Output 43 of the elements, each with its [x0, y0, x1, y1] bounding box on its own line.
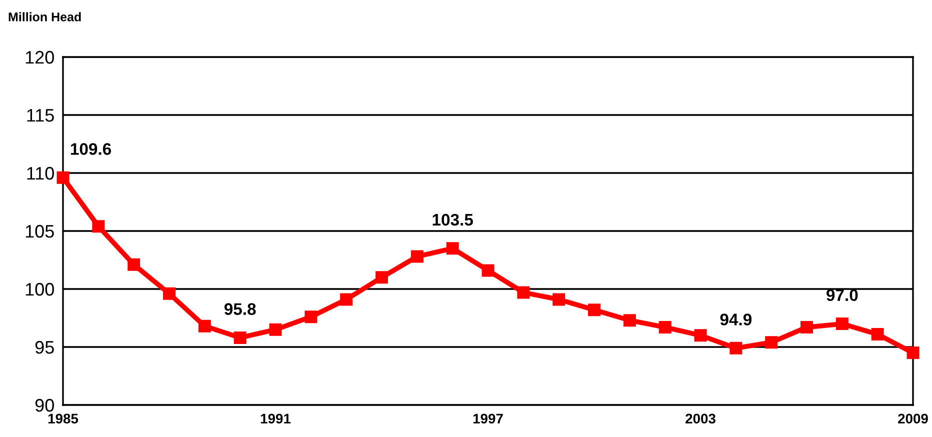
y-tick-label: 95 — [35, 340, 54, 354]
point — [163, 287, 176, 300]
data-label: 103.5 — [432, 214, 473, 226]
point — [588, 304, 600, 316]
point — [56, 171, 70, 184]
point — [623, 314, 636, 327]
point — [800, 321, 813, 334]
point — [198, 320, 211, 332]
data-label: 94.9 — [720, 314, 752, 326]
y-tick-label: 110 — [27, 166, 54, 180]
point — [871, 328, 884, 340]
x-tick-label: 2003 — [686, 414, 716, 424]
point — [906, 346, 920, 360]
y-tick-label: 100 — [26, 282, 54, 296]
point — [269, 323, 282, 336]
point — [517, 286, 530, 299]
x-tick-label: 1985 — [48, 414, 78, 424]
point — [730, 342, 742, 354]
point — [234, 331, 246, 344]
y-tick-label: 105 — [26, 224, 54, 238]
point — [304, 310, 318, 324]
point — [340, 293, 353, 306]
y-tick-label: 115 — [27, 109, 54, 122]
y-tick-label: 120 — [26, 50, 54, 64]
x-tick-label: 1997 — [473, 414, 503, 424]
point — [128, 258, 140, 271]
point — [482, 264, 494, 277]
data-label: 97.0 — [826, 289, 858, 302]
point — [694, 329, 707, 342]
y-axis-title: Million Head — [8, 12, 81, 22]
x-tick-label: 1991 — [260, 414, 291, 424]
x-tick-label: 2009 — [898, 414, 928, 424]
point — [552, 293, 566, 306]
point — [658, 321, 672, 334]
point — [410, 250, 424, 263]
point — [92, 220, 105, 233]
point — [376, 271, 388, 284]
data-label: 109.6 — [70, 143, 112, 155]
data-label: 95.8 — [224, 303, 256, 315]
point — [765, 336, 778, 349]
point — [446, 242, 459, 255]
point — [836, 318, 848, 330]
y-tick-label: 90 — [35, 398, 54, 412]
